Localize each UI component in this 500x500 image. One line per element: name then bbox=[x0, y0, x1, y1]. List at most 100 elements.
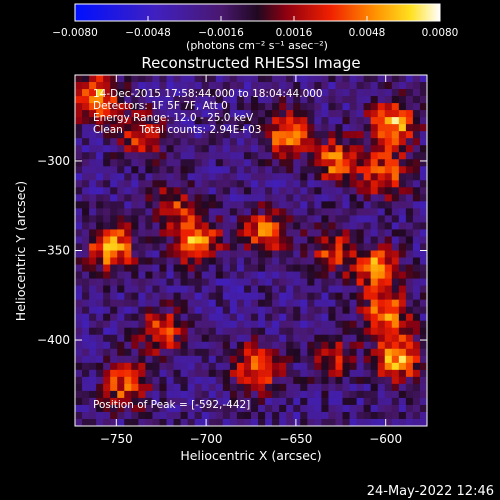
heatmap-cell bbox=[236, 82, 245, 90]
heatmap-cell bbox=[159, 341, 167, 350]
heatmap-cell bbox=[293, 285, 301, 294]
heatmap-cell bbox=[173, 250, 181, 258]
heatmap-cell bbox=[243, 341, 252, 350]
heatmap-cell bbox=[75, 292, 83, 301]
heatmap-cell bbox=[251, 271, 259, 279]
heatmap-cell bbox=[229, 362, 238, 371]
heatmap-cell bbox=[342, 397, 350, 406]
heatmap-cell bbox=[335, 131, 343, 139]
heatmap-cell bbox=[328, 124, 336, 132]
heatmap-cell bbox=[384, 194, 393, 202]
heatmap-cell bbox=[286, 327, 294, 336]
heatmap-cell bbox=[159, 208, 167, 216]
heatmap-cell bbox=[229, 383, 238, 392]
heatmap-cell bbox=[419, 278, 427, 286]
heatmap-cell bbox=[398, 327, 407, 336]
heatmap-cell bbox=[222, 173, 231, 181]
heatmap-cell bbox=[370, 257, 379, 265]
heatmap-cell bbox=[342, 152, 350, 160]
heatmap-cell bbox=[117, 208, 125, 216]
heatmap-cell bbox=[370, 215, 379, 223]
heatmap-cell bbox=[243, 257, 252, 265]
heatmap-cell bbox=[391, 89, 400, 97]
heatmap-cell bbox=[328, 75, 336, 83]
heatmap-cell bbox=[356, 285, 365, 294]
heatmap-cell bbox=[152, 103, 160, 111]
heatmap-cell bbox=[300, 89, 308, 97]
heatmap-cell bbox=[96, 89, 104, 97]
heatmap-cell bbox=[194, 299, 203, 308]
heatmap-cell bbox=[145, 404, 153, 413]
heatmap-cell bbox=[398, 131, 407, 139]
heatmap-cell bbox=[356, 89, 365, 97]
heatmap-cell bbox=[391, 397, 400, 406]
heatmap-cell bbox=[208, 187, 217, 195]
heatmap-cell bbox=[300, 306, 308, 315]
heatmap-cell bbox=[215, 292, 224, 301]
heatmap-cell bbox=[117, 215, 125, 223]
heatmap-cell bbox=[419, 320, 427, 329]
heatmap-cell bbox=[89, 110, 97, 118]
heatmap-cell bbox=[328, 271, 336, 279]
heatmap-cell bbox=[314, 334, 322, 343]
heatmap-cell bbox=[173, 292, 181, 301]
heatmap-cell bbox=[265, 166, 273, 174]
heatmap-cell bbox=[391, 124, 400, 132]
heatmap-cell bbox=[89, 334, 97, 343]
heatmap-cell bbox=[194, 201, 203, 209]
heatmap-cell bbox=[215, 334, 224, 343]
heatmap-cell bbox=[222, 278, 231, 286]
heatmap-cell bbox=[321, 243, 329, 251]
heatmap-cell bbox=[75, 285, 83, 294]
heatmap-cell bbox=[412, 159, 421, 167]
heatmap-cell bbox=[180, 334, 189, 343]
heatmap-cell bbox=[307, 278, 315, 286]
heatmap-cell bbox=[349, 89, 357, 97]
heatmap-cell bbox=[377, 264, 386, 272]
heatmap-cell bbox=[363, 243, 372, 251]
heatmap-cell bbox=[103, 187, 111, 195]
heatmap-cell bbox=[335, 257, 343, 265]
heatmap-cell bbox=[328, 299, 336, 308]
heatmap-cell bbox=[321, 376, 329, 385]
heatmap-cell bbox=[201, 355, 210, 364]
heatmap-cell bbox=[229, 299, 238, 308]
heatmap-cell bbox=[145, 250, 153, 258]
heatmap-cell bbox=[187, 383, 196, 392]
heatmap-cell bbox=[349, 257, 357, 265]
heatmap-cell bbox=[82, 292, 90, 301]
heatmap-cell bbox=[272, 222, 280, 230]
heatmap-cell bbox=[103, 299, 111, 308]
heatmap-cell bbox=[384, 341, 393, 350]
heatmap-cell bbox=[173, 194, 181, 202]
heatmap-cell bbox=[328, 383, 336, 392]
heatmap-cell bbox=[236, 173, 245, 181]
heatmap-cell bbox=[173, 89, 181, 97]
heatmap-cell bbox=[110, 285, 118, 294]
heatmap-cell bbox=[243, 369, 252, 378]
heatmap-cell bbox=[89, 418, 97, 426]
heatmap-cell bbox=[194, 124, 203, 132]
heatmap-cell bbox=[236, 103, 245, 111]
heatmap-cell bbox=[412, 131, 421, 139]
y-tick-label: −400 bbox=[37, 333, 70, 347]
heatmap-cell bbox=[398, 369, 407, 378]
heatmap-cell bbox=[307, 257, 315, 265]
heatmap-cell bbox=[215, 201, 224, 209]
heatmap-cell bbox=[398, 243, 407, 251]
heatmap-cell bbox=[152, 208, 160, 216]
heatmap-cell bbox=[258, 411, 266, 420]
heatmap-cell bbox=[173, 110, 181, 118]
heatmap-cell bbox=[208, 159, 217, 167]
heatmap-cell bbox=[349, 285, 357, 294]
heatmap-cell bbox=[342, 138, 350, 146]
heatmap-cell bbox=[152, 117, 160, 125]
heatmap-cell bbox=[321, 173, 329, 181]
heatmap-cell bbox=[412, 341, 421, 350]
heatmap-cell bbox=[96, 383, 104, 392]
heatmap-cell bbox=[398, 180, 407, 188]
heatmap-cell bbox=[335, 96, 343, 104]
heatmap-cell bbox=[363, 96, 372, 104]
heatmap-cell bbox=[335, 390, 343, 399]
heatmap-cell bbox=[96, 292, 104, 301]
